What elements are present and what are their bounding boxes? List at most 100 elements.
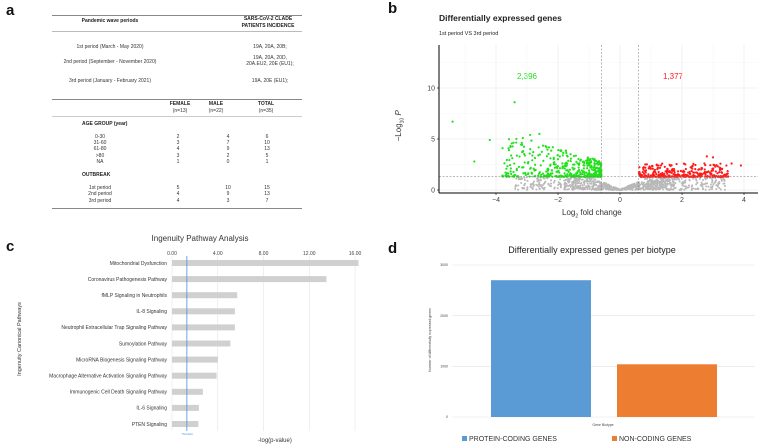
volcano-point-up: [642, 172, 646, 175]
legend-label: NON-CODING GENES: [619, 436, 692, 443]
volcano-point-ns: [547, 182, 550, 185]
volcano-subtitle: 1st period VS 3rd period: [439, 31, 499, 37]
volcano-point-down: [534, 168, 537, 172]
volcano-point-ns: [568, 180, 571, 183]
volcano-point-ns: [523, 179, 526, 182]
pathway-bar: [172, 292, 238, 299]
volcano-point-up: [657, 170, 660, 174]
volcano-point-ns: [688, 184, 691, 187]
volcano-point-ns: [654, 188, 657, 191]
volcano-point-down: [527, 172, 530, 175]
volcano-point-down: [517, 165, 521, 169]
volcano-point-up: [683, 170, 686, 173]
volcano-point-down: [515, 169, 518, 172]
volcano-point-ns: [656, 179, 659, 182]
volcano-point-ns: [708, 188, 711, 191]
volcano-point-down: [545, 170, 548, 173]
volcano-point-ns: [649, 188, 652, 191]
volcano-point-down: [546, 169, 549, 172]
volcano-point-up: [700, 167, 704, 170]
volcano-point-up: [739, 164, 743, 167]
table-cell-female: 3: [176, 152, 180, 159]
volcano-point-ns: [568, 178, 571, 181]
volcano-point-ns: [664, 185, 667, 188]
volcano-point-ns: [636, 181, 639, 184]
table-cell-label: NA: [96, 158, 104, 165]
volcano-point-down: [568, 168, 572, 171]
volcano-point-down: [521, 136, 524, 140]
volcano-point-down: [540, 173, 543, 176]
x-tick-label: −4: [492, 197, 500, 204]
volcano-point-ns: [566, 184, 569, 187]
volcano-point-down: [546, 148, 549, 151]
volcano-point-down: [515, 154, 518, 157]
volcano-point-down: [574, 154, 578, 157]
volcano-point-ns: [643, 181, 646, 184]
pathway-bar: [172, 276, 327, 283]
volcano-point-ns: [619, 188, 622, 191]
volcano-point-down: [551, 146, 554, 149]
pathway-bar: [172, 308, 235, 315]
volcano-point-down: [588, 171, 591, 174]
volcano-point-up: [711, 167, 714, 170]
volcano-point-down: [512, 141, 515, 144]
volcano-point-ns: [683, 180, 686, 183]
table-cell-female: 5: [176, 185, 180, 191]
volcano-point-ns: [514, 185, 517, 188]
volcano-point-down: [523, 161, 526, 164]
volcano-point-up: [694, 163, 697, 167]
volcano-point-up: [639, 173, 643, 176]
volcano-point-ns: [662, 188, 665, 191]
volcano-point-ns: [550, 179, 553, 182]
volcano-point-ns: [704, 182, 707, 185]
volcano-point-down: [520, 141, 523, 144]
x-tick-label: 0.00: [167, 251, 177, 257]
volcano-point-up: [661, 171, 664, 175]
volcano-point-down: [566, 155, 569, 158]
volcano-point-ns: [655, 185, 658, 188]
volcano-point-up: [718, 171, 721, 174]
volcano-point-ns: [635, 184, 638, 187]
volcano-point-ns: [609, 185, 612, 188]
volcano-point-down: [511, 175, 514, 178]
volcano-point-ns: [522, 187, 525, 190]
volcano-point-ns: [531, 182, 534, 185]
volcano-point-up: [642, 166, 645, 169]
volcano-point-ns: [716, 185, 719, 188]
volcano-point-ns: [656, 184, 659, 187]
volcano-point-down: [565, 151, 568, 155]
volcano-point-down: [546, 167, 550, 170]
volcano-point-ns: [520, 176, 523, 179]
volcano-point-ns: [651, 185, 654, 188]
volcano-point-up: [691, 167, 694, 170]
table-cell-total: 6: [265, 134, 269, 140]
header-clade: SARS-CoV-2 CLADE: [243, 16, 293, 22]
volcano-point-ns: [723, 182, 726, 185]
volcano-point-down: [591, 174, 594, 177]
threshold-label: Threshold: [181, 433, 193, 436]
volcano-point-up: [641, 171, 644, 174]
volcano-point-up: [709, 173, 712, 176]
volcano-point-up: [726, 172, 729, 175]
volcano-point-ns: [607, 188, 610, 191]
volcano-point-ns: [634, 188, 637, 191]
volcano-point-ns: [579, 187, 582, 190]
volcano-point-down: [517, 175, 520, 178]
table-cell-male: 0: [226, 158, 230, 165]
volcano-point-down: [515, 137, 518, 140]
volcano-point-up: [666, 167, 669, 171]
volcano-point-ns: [718, 180, 721, 183]
xlabel-main: Log: [562, 208, 576, 217]
volcano-point-down: [579, 172, 582, 176]
volcano-point-down: [566, 162, 569, 165]
volcano-point-ns: [572, 181, 575, 184]
volcano-point-down: [594, 170, 597, 173]
volcano-point-down: [522, 145, 526, 148]
period-2: 2nd period (September - November 2020): [63, 59, 157, 65]
volcano-point-up: [716, 172, 719, 175]
volcano-point-down: [579, 159, 582, 162]
volcano-point-down: [508, 158, 511, 162]
volcano-point-ns: [567, 188, 570, 191]
legend-swatch-orange: [612, 436, 617, 441]
volcano-point-ns: [691, 187, 694, 190]
